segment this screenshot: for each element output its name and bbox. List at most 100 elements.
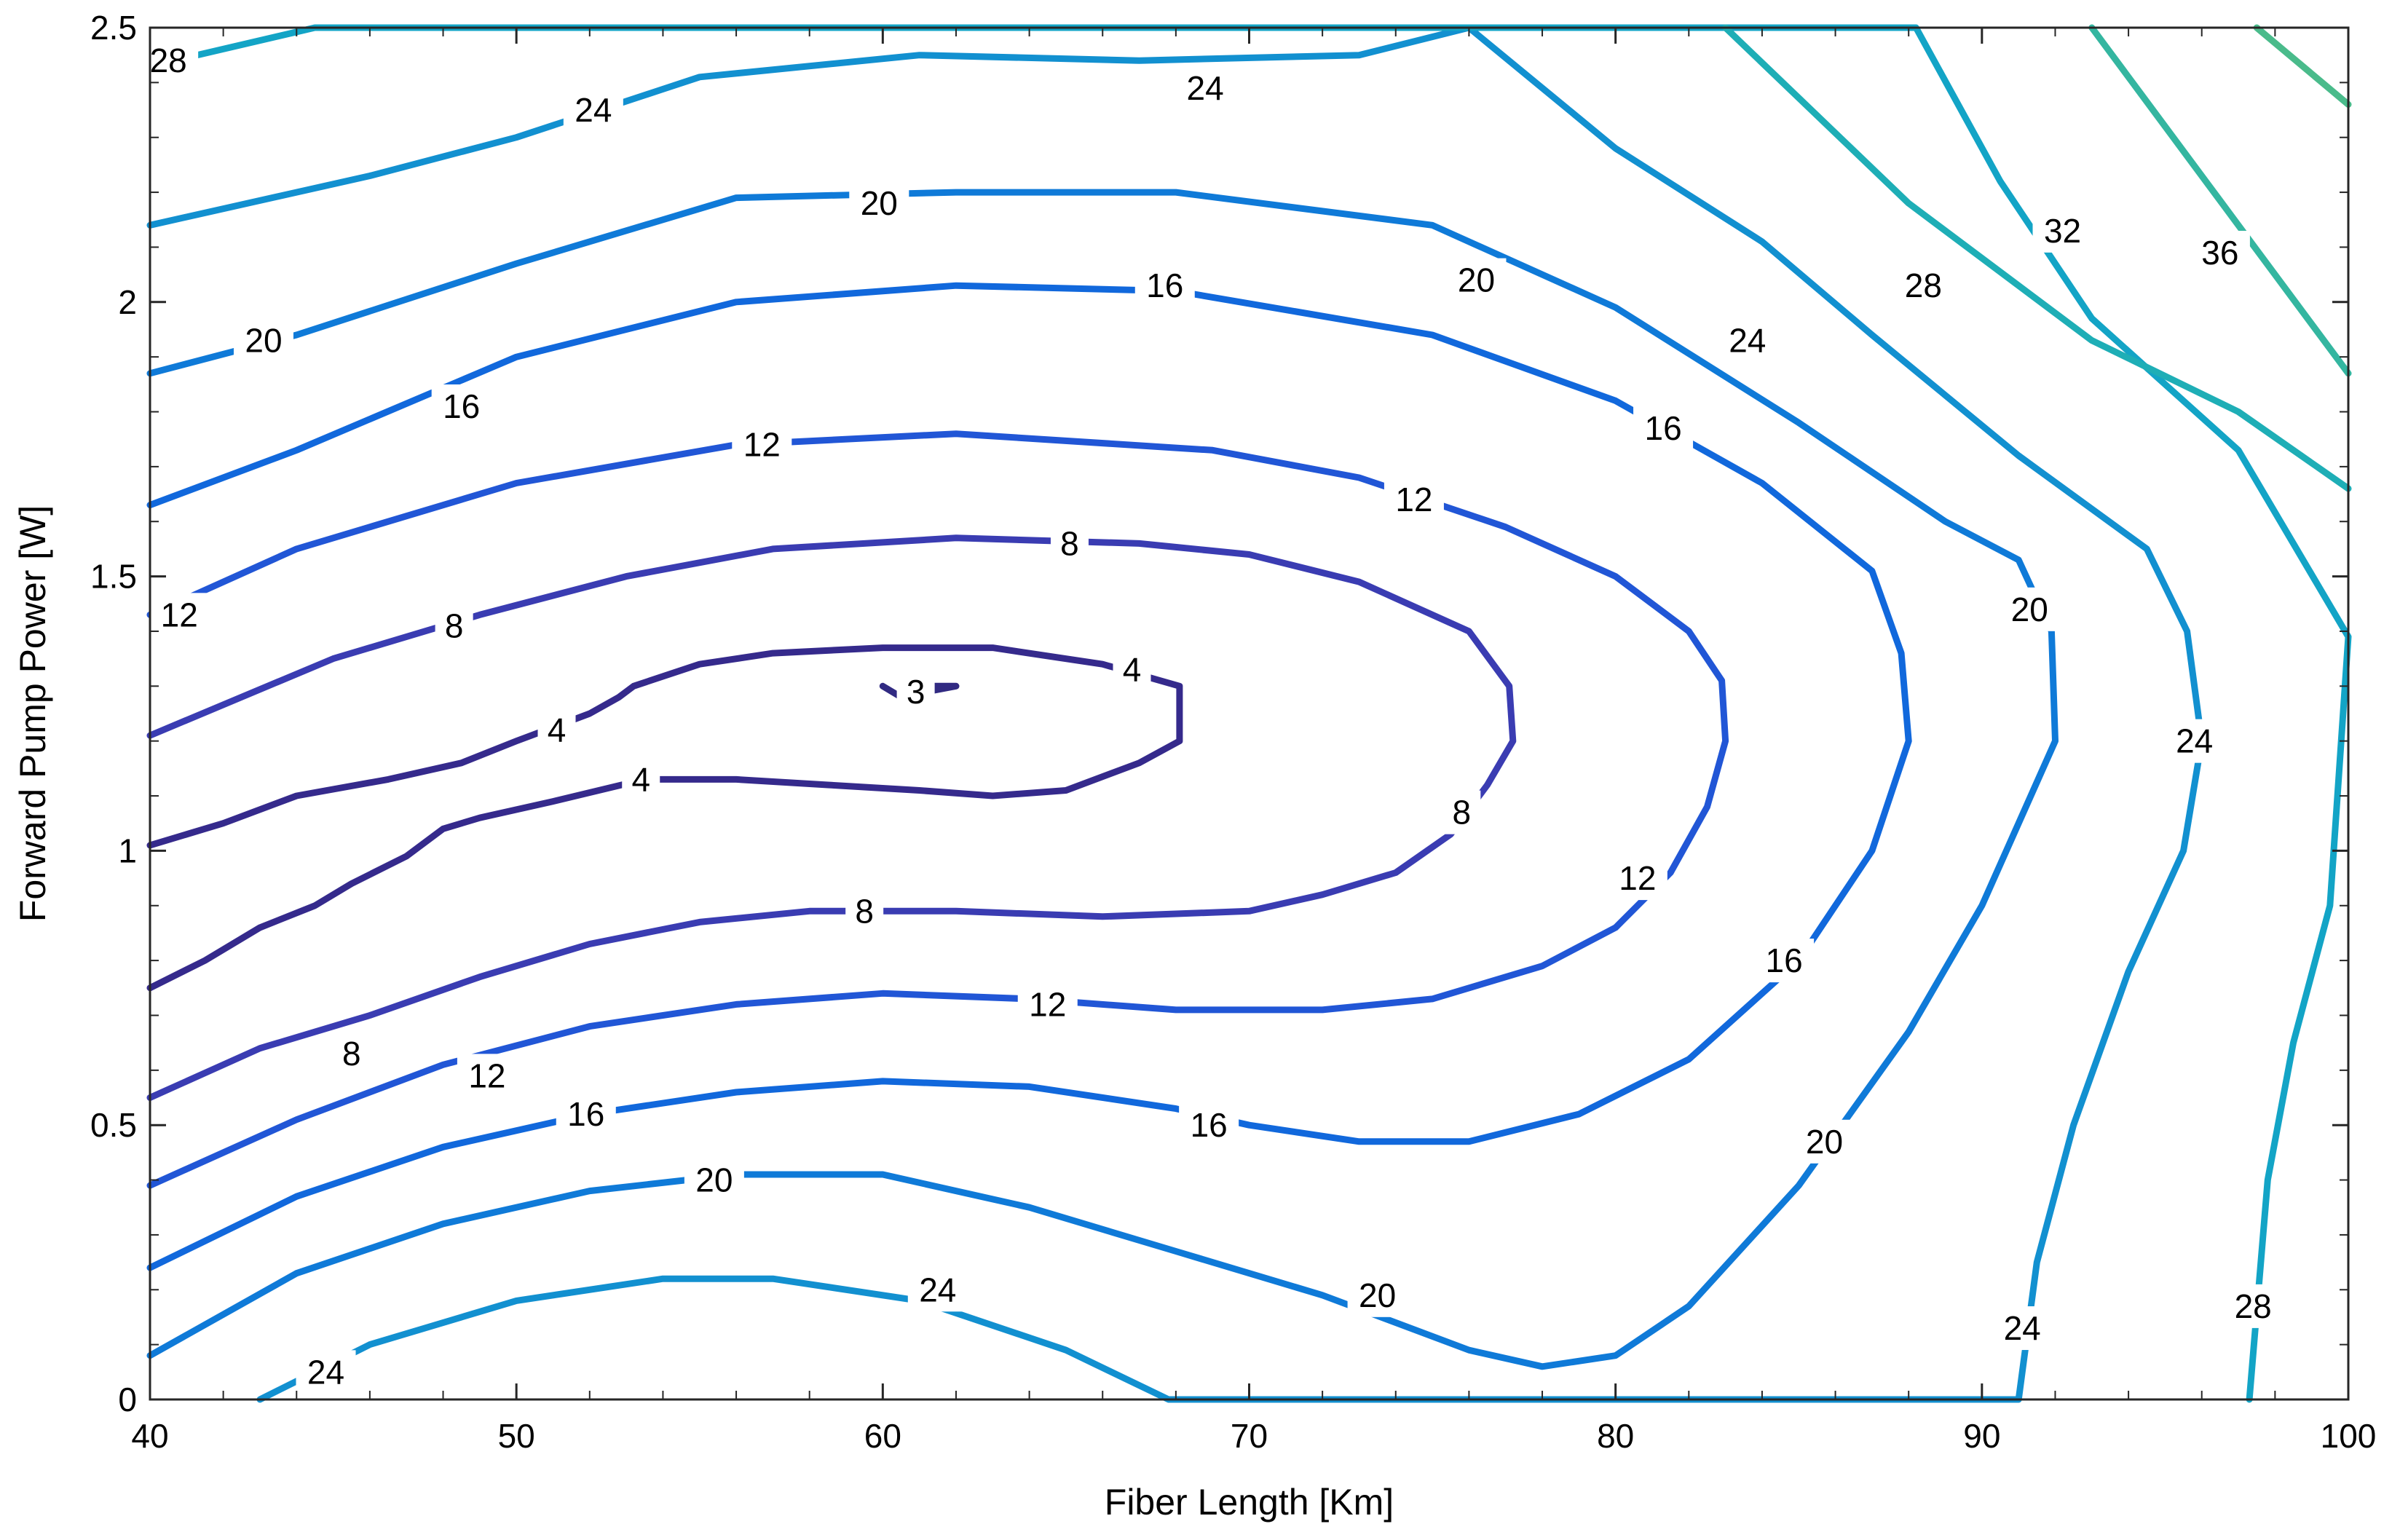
contour-label-4: 4: [631, 760, 650, 798]
contour-label-20: 20: [1806, 1123, 1843, 1161]
contour-label-32: 32: [2044, 212, 2081, 250]
contour-label-16: 16: [567, 1095, 604, 1133]
x-tick-label: 90: [1963, 1417, 2000, 1455]
x-tick-label: 80: [1597, 1417, 1634, 1455]
contour-label-16: 16: [1766, 941, 1803, 979]
contour-line-36: [2088, 24, 2352, 377]
contour-label-bg: [622, 757, 660, 802]
x-tick-label: 40: [131, 1417, 168, 1455]
contour-line-32: [1722, 24, 2352, 492]
contour-label-bg: [537, 708, 576, 752]
contour-label-12: 12: [1395, 481, 1432, 518]
contour-line-28: [146, 24, 2352, 1403]
contour-label-bg: [845, 889, 884, 933]
contour-label-bg: [1754, 939, 1815, 983]
contour-label-24: 24: [575, 91, 612, 129]
contour-label-16: 16: [1191, 1106, 1228, 1144]
contour-label-bg: [2032, 208, 2093, 253]
contour-label-8: 8: [855, 892, 874, 930]
contour-label-12: 12: [161, 596, 198, 633]
contour-label-12: 12: [743, 426, 781, 464]
contour-label-4: 4: [548, 711, 567, 749]
contour-label-24: 24: [307, 1353, 344, 1391]
y-tick-label: 1: [118, 832, 137, 869]
x-tick-label: 50: [498, 1417, 535, 1455]
axis-ticks: 40 50 60 70 80 90 100 0 0.5 1 1.5 2 2.5: [90, 9, 2376, 1455]
y-tick-label: 1.5: [90, 558, 137, 596]
contour-label-36: 36: [2201, 234, 2238, 272]
contour-label-bg: [1633, 406, 1694, 451]
y-tick-label: 0.5: [90, 1106, 137, 1144]
contour-label-bg: [1179, 1103, 1239, 1148]
contour-label-28: 28: [1905, 266, 1942, 304]
contour-label-bg: [907, 1268, 968, 1312]
contour-label-bg: [431, 384, 492, 428]
contour-label-12: 12: [1029, 985, 1066, 1023]
contour-label-bg: [1992, 1306, 2053, 1351]
contour-label-bg: [1717, 318, 1777, 363]
contour-label-12: 12: [468, 1057, 505, 1094]
contour-label-bg: [556, 1092, 616, 1137]
contour-label-20: 20: [245, 322, 282, 360]
contour-label-12: 12: [1619, 859, 1656, 897]
contour-label-4: 4: [1123, 651, 1142, 689]
contour-label-bg: [457, 1054, 517, 1098]
contour-label-bg: [563, 88, 623, 133]
contour-label-bg: [1893, 264, 1954, 308]
contour-label-28: 28: [150, 42, 187, 79]
contour-label-bg: [1384, 478, 1444, 522]
contour-label-bg: [1175, 66, 1236, 110]
contour-label-16: 16: [1146, 266, 1183, 304]
x-tick-label: 100: [2321, 1417, 2377, 1455]
contour-label-bg: [1113, 647, 1151, 692]
contour-label-20: 20: [1458, 261, 1495, 299]
contour-label-8: 8: [445, 607, 464, 644]
contour-labels: 3 4 4 4 8 8 8 8 8 12 12 12 12 12 12 16 16 16 16 16 16 20 20 20 2…: [138, 39, 2284, 1394]
x-tick-label: 60: [864, 1417, 901, 1455]
contour-label-bg: [149, 593, 210, 637]
contour-label-8: 8: [342, 1035, 361, 1073]
contour-line-24: [146, 24, 2206, 1403]
contour-label-28: 28: [2235, 1287, 2272, 1325]
contour-label-20: 20: [695, 1161, 733, 1199]
contour-label-20: 20: [861, 184, 898, 222]
contour-label-bg: [1050, 521, 1089, 566]
contour-label-16: 16: [1644, 409, 1681, 447]
contour-label-24: 24: [1187, 69, 1224, 107]
contour-line-12: [146, 430, 1729, 1189]
y-axis-label: Forward Pump Power [W]: [12, 505, 53, 922]
contour-label-bg: [233, 318, 293, 363]
contour-label-20: 20: [1359, 1276, 1396, 1314]
contour-label-8: 8: [1453, 794, 1472, 832]
contour-line-4: [146, 644, 1183, 992]
contour-label-24: 24: [919, 1271, 956, 1308]
contour-label-24: 24: [2004, 1309, 2041, 1347]
contour-line-8: [146, 534, 1517, 1101]
x-tick-label: 70: [1231, 1417, 1268, 1455]
contour-label-bg: [1442, 790, 1481, 834]
contour-label-20: 20: [2011, 591, 2048, 628]
contour-label-bg: [1607, 856, 1667, 901]
y-tick-label: 2: [118, 283, 137, 321]
y-tick-label: 0: [118, 1381, 137, 1418]
contour-label-3: 3: [907, 673, 925, 711]
y-tick-label: 2.5: [90, 9, 137, 47]
contour-label-8: 8: [1060, 524, 1079, 562]
contour-line-40: [2253, 24, 2352, 108]
contour-lines: [146, 24, 2352, 1403]
contour-label-24: 24: [2176, 722, 2213, 760]
contour-label-bg: [435, 604, 473, 648]
contour-label-24: 24: [1729, 322, 1766, 360]
contour-label-bg: [849, 181, 909, 226]
contour-line-20: [146, 189, 2059, 1370]
contour-label-bg: [1446, 258, 1507, 302]
contour-label-bg: [138, 39, 199, 83]
contour-label-16: 16: [443, 387, 480, 425]
contour-label-bg: [732, 422, 792, 467]
plot-frame: [149, 26, 2350, 1401]
contour-label-bg: [2000, 587, 2060, 631]
contour-label-bg: [296, 1350, 356, 1394]
contour-label-bg: [1347, 1273, 1408, 1317]
contour-label-bg: [2164, 719, 2225, 763]
